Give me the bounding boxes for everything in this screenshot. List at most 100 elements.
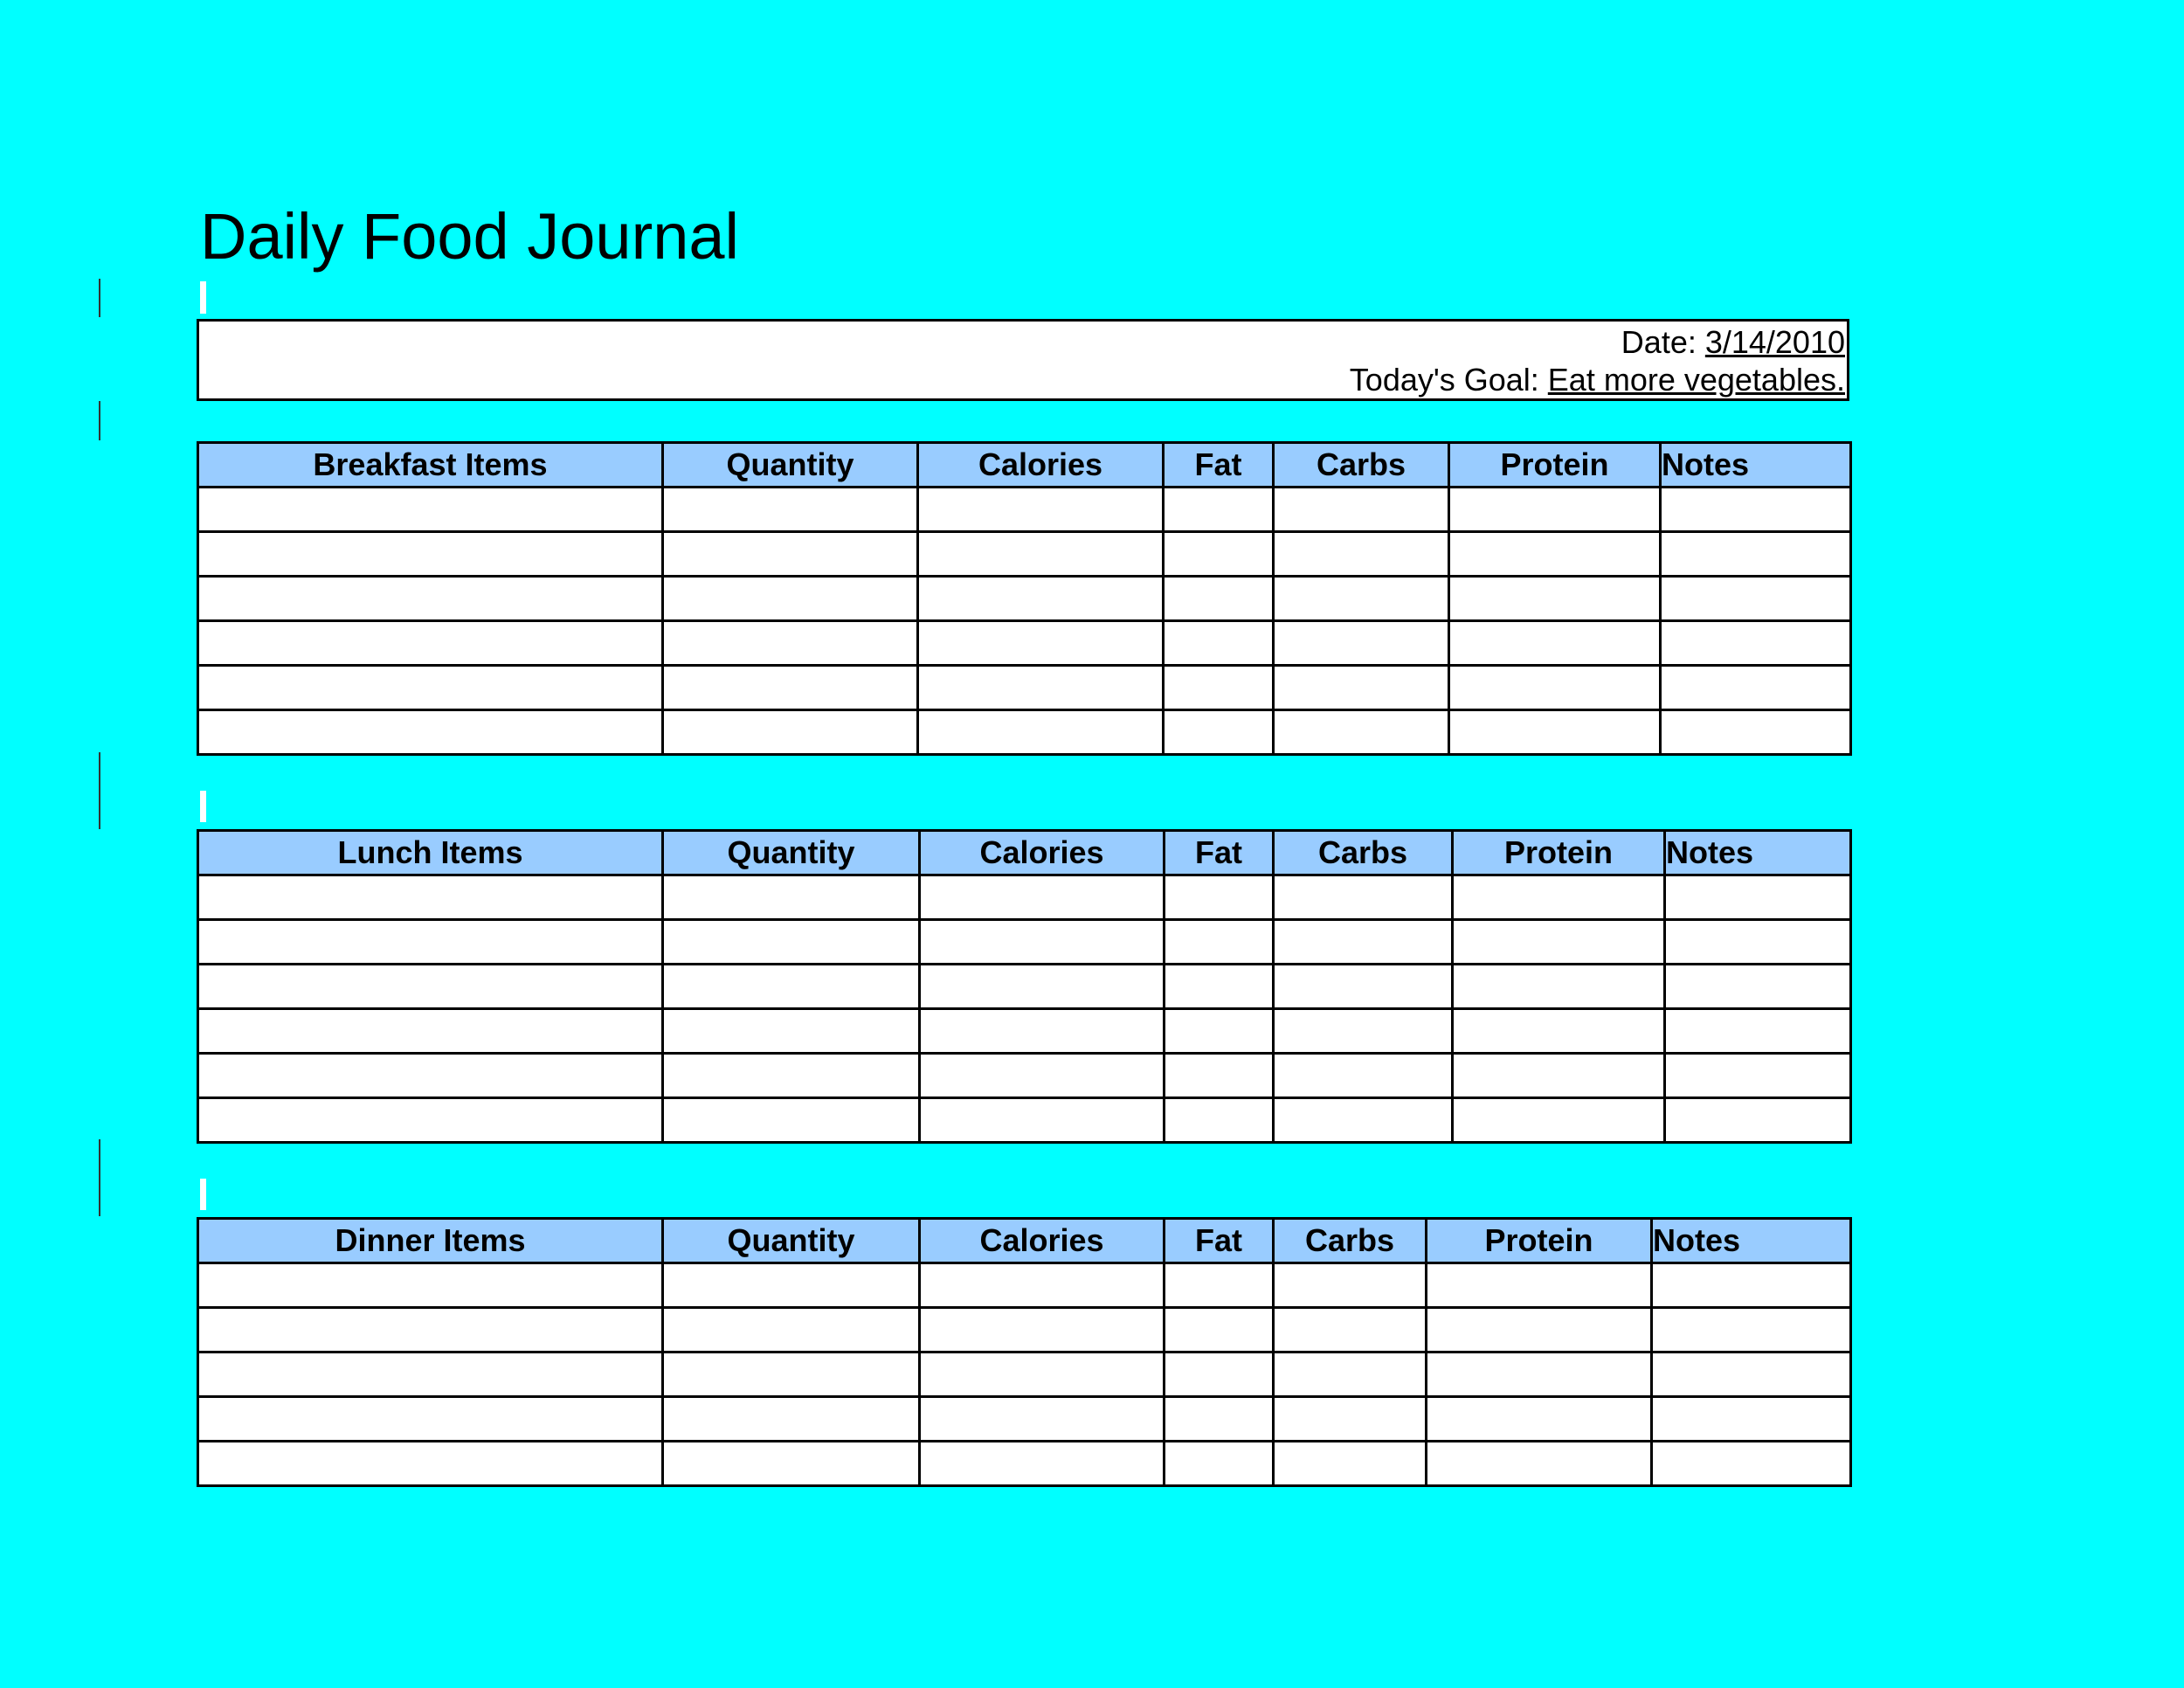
- goal-value[interactable]: Eat more vegetables.: [1547, 362, 1845, 398]
- table-cell[interactable]: [918, 1306, 1165, 1353]
- table-cell[interactable]: [197, 486, 664, 533]
- table-cell[interactable]: [1451, 1007, 1666, 1055]
- table-cell[interactable]: [197, 1052, 664, 1099]
- table-cell[interactable]: [1162, 530, 1275, 578]
- table-cell[interactable]: [661, 486, 919, 533]
- table-cell[interactable]: [1162, 486, 1275, 533]
- table-cell[interactable]: [1272, 1052, 1454, 1099]
- table-cell[interactable]: [197, 530, 664, 578]
- table-cell[interactable]: [1659, 664, 1852, 711]
- table-cell[interactable]: [1163, 1052, 1275, 1099]
- table-cell[interactable]: [918, 1097, 1165, 1144]
- table-cell[interactable]: [197, 575, 664, 622]
- table-cell[interactable]: [1451, 1052, 1666, 1099]
- table-cell[interactable]: [197, 1097, 664, 1144]
- table-cell[interactable]: [661, 1052, 921, 1099]
- table-cell[interactable]: [1425, 1395, 1653, 1442]
- table-cell[interactable]: [197, 619, 664, 667]
- table-cell[interactable]: [1272, 664, 1450, 711]
- table-cell[interactable]: [661, 1306, 921, 1353]
- table-cell[interactable]: [661, 1007, 921, 1055]
- table-cell[interactable]: [661, 575, 919, 622]
- table-cell[interactable]: [197, 1007, 664, 1055]
- table-cell[interactable]: [918, 874, 1165, 921]
- table-cell[interactable]: [1272, 1007, 1454, 1055]
- table-cell[interactable]: [197, 918, 664, 965]
- table-cell[interactable]: [1650, 1351, 1852, 1398]
- table-cell[interactable]: [661, 963, 921, 1010]
- table-cell[interactable]: [918, 1262, 1165, 1309]
- table-cell[interactable]: [1272, 963, 1454, 1010]
- table-cell[interactable]: [661, 1262, 921, 1309]
- table-cell[interactable]: [1272, 874, 1454, 921]
- table-cell[interactable]: [661, 918, 921, 965]
- table-cell[interactable]: [1163, 874, 1275, 921]
- table-cell[interactable]: [918, 1440, 1165, 1487]
- table-cell[interactable]: [1448, 619, 1662, 667]
- table-cell[interactable]: [661, 1395, 921, 1442]
- table-cell[interactable]: [918, 1007, 1165, 1055]
- table-cell[interactable]: [1163, 1351, 1275, 1398]
- date-value[interactable]: 3/14/2010: [1704, 324, 1845, 360]
- table-cell[interactable]: [1663, 1097, 1852, 1144]
- table-cell[interactable]: [1272, 709, 1450, 756]
- table-cell[interactable]: [1650, 1395, 1852, 1442]
- table-cell[interactable]: [1163, 1262, 1275, 1309]
- table-cell[interactable]: [1663, 963, 1852, 1010]
- table-cell[interactable]: [1272, 530, 1450, 578]
- table-cell[interactable]: [1272, 619, 1450, 667]
- table-cell[interactable]: [197, 1440, 664, 1487]
- table-cell[interactable]: [1425, 1262, 1653, 1309]
- table-cell[interactable]: [918, 1395, 1165, 1442]
- table-cell[interactable]: [197, 874, 664, 921]
- table-cell[interactable]: [1663, 918, 1852, 965]
- table-cell[interactable]: [1448, 530, 1662, 578]
- table-cell[interactable]: [916, 486, 1165, 533]
- table-cell[interactable]: [1272, 575, 1450, 622]
- table-cell[interactable]: [1162, 709, 1275, 756]
- table-cell[interactable]: [1451, 874, 1666, 921]
- table-cell[interactable]: [1448, 664, 1662, 711]
- table-cell[interactable]: [1272, 1306, 1427, 1353]
- table-cell[interactable]: [918, 963, 1165, 1010]
- table-cell[interactable]: [1663, 1007, 1852, 1055]
- table-cell[interactable]: [1448, 709, 1662, 756]
- table-cell[interactable]: [1272, 1262, 1427, 1309]
- table-cell[interactable]: [1163, 1007, 1275, 1055]
- table-cell[interactable]: [661, 1351, 921, 1398]
- table-cell[interactable]: [661, 1440, 921, 1487]
- table-cell[interactable]: [1659, 575, 1852, 622]
- table-cell[interactable]: [916, 709, 1165, 756]
- table-cell[interactable]: [661, 664, 919, 711]
- table-cell[interactable]: [1451, 963, 1666, 1010]
- table-cell[interactable]: [197, 1262, 664, 1309]
- table-cell[interactable]: [1663, 1052, 1852, 1099]
- table-cell[interactable]: [1163, 1395, 1275, 1442]
- table-cell[interactable]: [1272, 1440, 1427, 1487]
- table-cell[interactable]: [197, 963, 664, 1010]
- table-cell[interactable]: [1650, 1262, 1852, 1309]
- table-cell[interactable]: [1663, 874, 1852, 921]
- table-cell[interactable]: [918, 1351, 1165, 1398]
- table-cell[interactable]: [1163, 1306, 1275, 1353]
- table-cell[interactable]: [1425, 1306, 1653, 1353]
- table-cell[interactable]: [661, 709, 919, 756]
- table-cell[interactable]: [1659, 486, 1852, 533]
- table-cell[interactable]: [1650, 1440, 1852, 1487]
- table-cell[interactable]: [1163, 1097, 1275, 1144]
- table-cell[interactable]: [661, 874, 921, 921]
- text-cursor[interactable]: [200, 281, 206, 314]
- table-cell[interactable]: [916, 530, 1165, 578]
- table-cell[interactable]: [1272, 1097, 1454, 1144]
- table-cell[interactable]: [1272, 1395, 1427, 1442]
- table-cell[interactable]: [197, 1395, 664, 1442]
- table-cell[interactable]: [661, 619, 919, 667]
- table-cell[interactable]: [1163, 1440, 1275, 1487]
- table-cell[interactable]: [1448, 575, 1662, 622]
- table-cell[interactable]: [1272, 1351, 1427, 1398]
- table-cell[interactable]: [1451, 1097, 1666, 1144]
- table-cell[interactable]: [1162, 619, 1275, 667]
- table-cell[interactable]: [197, 709, 664, 756]
- table-cell[interactable]: [1272, 918, 1454, 965]
- table-cell[interactable]: [661, 1097, 921, 1144]
